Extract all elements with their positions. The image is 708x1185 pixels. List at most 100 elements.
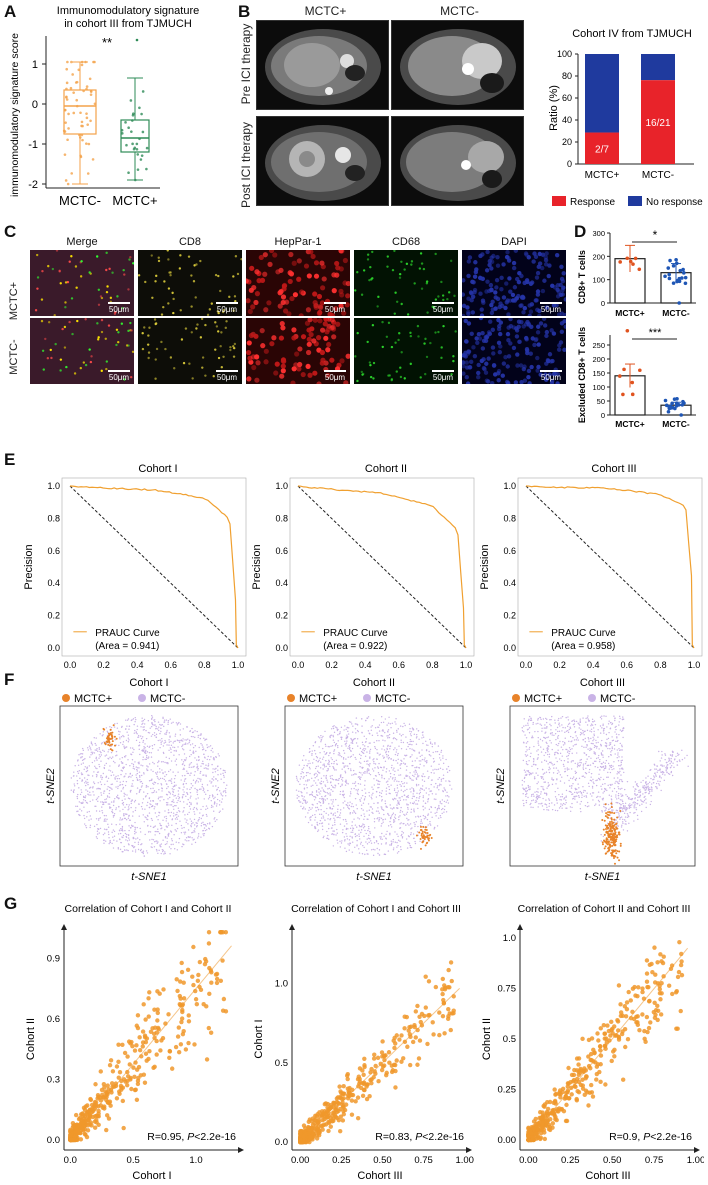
mctc-pos-point <box>613 838 616 841</box>
panel-a-significance: ** <box>102 35 112 50</box>
correlation-point <box>320 1127 325 1132</box>
correlation-point <box>372 1069 377 1074</box>
correlation-point <box>116 1075 121 1080</box>
correlation-point <box>603 1036 609 1041</box>
mctc-pos-point <box>614 831 617 834</box>
correlation-point <box>214 976 220 982</box>
panel-b-ylabel: Ratio (%) <box>548 85 560 131</box>
correlation-point <box>176 1049 182 1055</box>
correlation-point <box>132 1074 137 1079</box>
correlation-point <box>174 977 179 982</box>
correlation-point <box>340 1118 346 1123</box>
correlation-point <box>314 1136 320 1141</box>
correlation-ytick: 0.6 <box>47 1014 60 1025</box>
correlation-point <box>326 1128 331 1134</box>
correlation-point <box>442 987 448 992</box>
if-image-cd8-pos: 50μm <box>138 250 242 316</box>
correlation-point <box>203 956 208 962</box>
correlation-point <box>418 1019 424 1025</box>
correlation-point <box>596 1038 601 1043</box>
correlation-point <box>190 974 195 979</box>
mctc-pos-point <box>619 842 622 845</box>
correlation-point <box>616 1037 622 1042</box>
mctc-pos-point <box>610 854 613 857</box>
scale-bar: 50μm <box>540 302 562 314</box>
correlation-point <box>547 1099 553 1105</box>
mctc-pos-point <box>109 732 112 735</box>
correlation-point <box>179 960 184 966</box>
panel-b-xtick-1: MCTC- <box>642 170 674 181</box>
correlation-point <box>107 1099 113 1104</box>
baseline-diagonal <box>69 485 239 649</box>
correlation-point <box>143 1017 148 1022</box>
data-point <box>66 138 69 142</box>
mctc-pos-point <box>611 844 614 847</box>
correlation-point <box>345 1076 350 1082</box>
mctc-pos-point <box>423 831 426 834</box>
mctc-pos-point <box>606 850 609 853</box>
pr-ytick: 0.4 <box>503 578 516 588</box>
correlation-point <box>78 1137 84 1142</box>
correlation-point <box>125 1069 130 1075</box>
correlation-point <box>445 1016 451 1022</box>
bar-no-response <box>585 54 619 133</box>
correlation-point <box>404 1014 410 1020</box>
pr-legend-area: (Area = 0.941) <box>95 641 159 652</box>
panel-c-col-cd68: CD68 <box>391 236 421 248</box>
mctc-pos-point <box>111 740 114 743</box>
correlation-point <box>542 1136 548 1142</box>
correlation-point <box>71 1137 77 1143</box>
pr-title: Cohort I <box>138 463 177 475</box>
scale-bar: 50μm <box>216 370 238 382</box>
correlation-point <box>594 1064 600 1069</box>
correlation-point <box>394 1058 399 1063</box>
data-point <box>145 167 148 171</box>
correlation-point <box>419 1023 425 1028</box>
correlation-point <box>103 1089 108 1094</box>
correlation-point <box>609 1027 614 1033</box>
regression-line <box>527 947 689 1141</box>
correlation-xtick: 0.5 <box>127 1155 140 1166</box>
if-image-cd68-pos: 50μm <box>354 250 458 316</box>
correlation-point <box>653 1012 658 1017</box>
correlation-point <box>391 1062 397 1068</box>
pr-ytick: 0.6 <box>503 546 516 556</box>
pr-curve <box>525 485 695 649</box>
data-point <box>679 413 683 417</box>
correlation-point <box>114 1096 120 1101</box>
bar-response <box>585 132 619 164</box>
correlation-point <box>431 1032 436 1037</box>
panel-b-bar-chart: Cohort IV from TJMUCH Ratio (%) 0 20 40 60 8… <box>548 28 703 208</box>
correlation-point <box>598 1062 603 1067</box>
mctc-pos-point <box>618 850 621 853</box>
correlation-point <box>204 1057 210 1062</box>
mctc-pos-point <box>615 827 618 830</box>
data-point <box>625 256 630 261</box>
correlation-xtick: 1.0 <box>189 1155 202 1166</box>
correlation-point <box>558 1091 563 1097</box>
pr-xtick: 0.8 <box>198 660 211 668</box>
correlation-point <box>580 1086 586 1091</box>
correlation-point <box>647 962 652 967</box>
correlation-point <box>83 1132 88 1137</box>
correlation-point <box>179 1016 185 1021</box>
correlation-xlabel: Cohort III <box>357 1170 402 1182</box>
correlation-point <box>410 1039 416 1045</box>
data-point <box>66 60 69 64</box>
data-point <box>668 258 672 263</box>
pr-legend-title: PRAUC Curve <box>551 628 616 639</box>
correlation-point <box>413 1035 418 1040</box>
mctc-pos-point <box>601 841 604 844</box>
correlation-point <box>308 1135 313 1140</box>
correlation-point <box>105 1083 110 1088</box>
correlation-point <box>328 1124 333 1129</box>
correlation-point <box>125 1074 131 1079</box>
correlation-point <box>589 1036 595 1041</box>
correlation-point <box>661 954 666 959</box>
data-point <box>75 98 79 102</box>
data-point <box>64 179 68 182</box>
mctc-pos-point <box>613 844 616 847</box>
correlation-point <box>178 979 183 984</box>
panel-d-bottom-ylabel: Excluded CD8+ T cells <box>577 327 587 423</box>
mctc-pos-point <box>108 740 111 743</box>
